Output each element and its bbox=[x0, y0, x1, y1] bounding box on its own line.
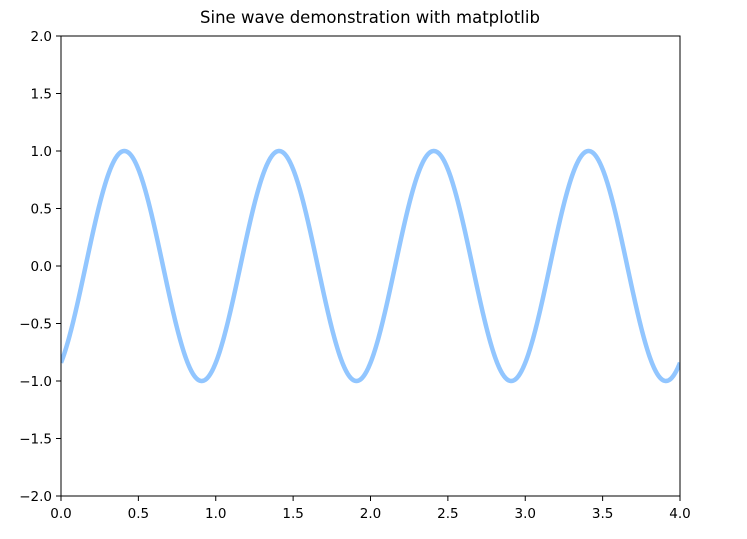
plot-area bbox=[61, 148, 680, 384]
y-tick-label: 2.0 bbox=[31, 29, 52, 45]
axes-frame bbox=[60, 35, 681, 497]
x-tick-label: 0.5 bbox=[128, 506, 149, 522]
y-tick-label: 0.5 bbox=[31, 202, 52, 218]
y-tick-label: 1.5 bbox=[31, 87, 52, 103]
x-tick-label: 0.0 bbox=[50, 506, 71, 522]
x-tick-label: 1.5 bbox=[282, 506, 303, 522]
y-tick-label: 1.0 bbox=[31, 144, 52, 160]
axis-ticks: 0.0 0.5 1.0 1.5 2.0 2.5 3.0 3.5 4.0 2.0 1.5 1.0 0.5 0… bbox=[19, 29, 691, 522]
x-tick-label: 3.5 bbox=[592, 506, 613, 522]
y-tick-label: −1.0 bbox=[19, 374, 52, 390]
x-tick-label: 3.0 bbox=[515, 506, 536, 522]
y-tick-label: 0.0 bbox=[31, 259, 52, 275]
y-tick-label: −0.5 bbox=[19, 317, 52, 333]
chart-title: Sine wave demonstration with matplotlib bbox=[200, 8, 540, 27]
y-tick-label: −2.0 bbox=[19, 489, 52, 505]
x-tick-label: 2.5 bbox=[437, 506, 458, 522]
x-tick-label: 4.0 bbox=[669, 506, 690, 522]
x-tick-label: 1.0 bbox=[205, 506, 226, 522]
series-line-0 bbox=[61, 148, 680, 384]
x-tick-label: 2.0 bbox=[360, 506, 381, 522]
y-tick-label: −1.5 bbox=[19, 432, 52, 448]
